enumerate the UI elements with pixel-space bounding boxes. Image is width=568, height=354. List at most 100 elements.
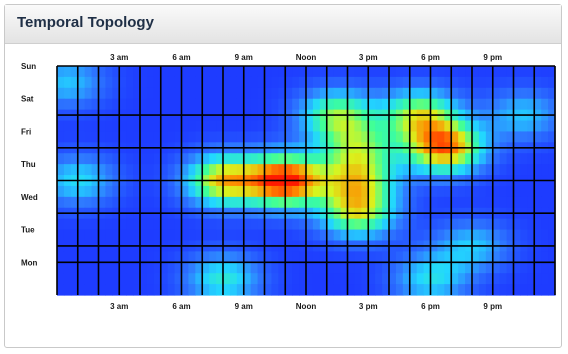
heatmap-cell [492,251,501,263]
heatmap-cell [250,164,259,176]
heatmap-cell [402,196,411,209]
heatmap-cell [402,164,411,176]
heatmap-cell [506,120,515,133]
heatmap-cell [534,196,542,209]
x-tick-label-bottom: 6 am [172,302,190,311]
heatmap-cell [91,131,100,143]
heatmap-cell [77,87,86,100]
heatmap-cell [140,196,148,209]
heatmap-cell [57,131,65,143]
heatmap-cell [548,262,556,274]
heatmap-cell [146,262,155,274]
heatmap-cell [465,196,473,209]
heatmap-cell [306,284,314,296]
heatmap-cell [389,66,397,78]
heatmap-cell [84,251,93,263]
heatmap-cell [285,284,293,296]
heatmap-cell [257,131,266,143]
heatmap-cell [541,251,549,263]
heatmap-cell [271,98,279,111]
heatmap-cell [437,196,445,209]
heatmap-cell [119,229,127,242]
heatmap-cell [126,120,134,133]
heatmap-cell [292,196,300,209]
heatmap-cell [105,120,113,133]
heatmap-cell [416,262,425,274]
heatmap-cell [216,185,224,198]
heatmap-cell [91,229,100,242]
heatmap-cell [105,87,113,100]
heatmap-cell [285,185,293,198]
heatmap-cell [112,185,120,198]
heatmap-cell [264,76,273,89]
heatmap-cell [216,164,224,176]
heatmap-cell [84,153,93,165]
heatmap-cell [140,284,148,296]
heatmap-cell [119,87,127,100]
heatmap-cell [368,196,376,209]
heatmap-cell [395,164,404,176]
heatmap-cell [63,66,72,78]
heatmap-cell [153,218,162,231]
heatmap-cell [423,76,432,89]
heatmap-cell [416,153,425,165]
heatmap-cell [458,284,466,296]
heatmap-cell [520,164,528,176]
heatmap-cell [451,251,459,263]
heatmap-cell [548,76,556,89]
heatmap-cell [499,251,508,263]
heatmap-cell [70,120,79,133]
heatmap-cell [437,66,445,78]
heatmap-cell [395,229,404,242]
heatmap-cell [63,251,72,263]
heatmap-cell [195,87,203,100]
heatmap-cell [444,98,452,111]
heatmap-cell [368,131,376,143]
heatmap-cell [465,131,473,143]
heatmap-cell [63,218,72,231]
heatmap-cell [437,218,445,231]
heatmap-cell [534,76,542,89]
heatmap-cell [382,284,390,296]
heatmap-cell [236,66,245,78]
heatmap-cell [202,262,210,274]
heatmap-cell [223,185,231,198]
heatmap-cell [472,120,480,133]
heatmap-cell [368,87,376,100]
heatmap-cell [395,262,404,274]
heatmap-cell [437,153,445,165]
heatmap-cell [70,229,79,242]
heatmap-cell [513,196,522,209]
heatmap-cell [229,218,238,231]
heatmap-cell [444,76,452,89]
heatmap-cell [105,284,113,296]
heatmap-cell [133,120,141,133]
heatmap-cell [105,98,113,111]
heatmap-cell [209,120,217,133]
heatmap-cell [140,251,148,263]
heatmap-cell [485,251,494,263]
heatmap-cell [465,153,473,165]
heatmap-cell [112,76,120,89]
heatmap-cell [319,185,328,198]
heatmap-cell [499,273,508,285]
heatmap-cell [347,218,356,231]
heatmap-cell [188,262,196,274]
heatmap-cell [250,66,259,78]
heatmap-cell [236,284,245,296]
heatmap-cell [444,262,452,274]
heatmap-cell [174,284,183,296]
heatmap-cell [472,66,480,78]
heatmap-cell [160,262,169,274]
heatmap-cell [409,164,418,176]
heatmap-cell [133,153,141,165]
heatmap-cell [506,284,515,296]
heatmap-cell [216,98,224,111]
heatmap-cell [513,229,522,242]
heatmap-cell [430,76,439,89]
heatmap-cell [312,273,321,285]
heatmap-cell [126,66,134,78]
heatmap-cell [548,153,556,165]
heatmap-cell [299,76,307,89]
heatmap-cell [146,98,155,111]
